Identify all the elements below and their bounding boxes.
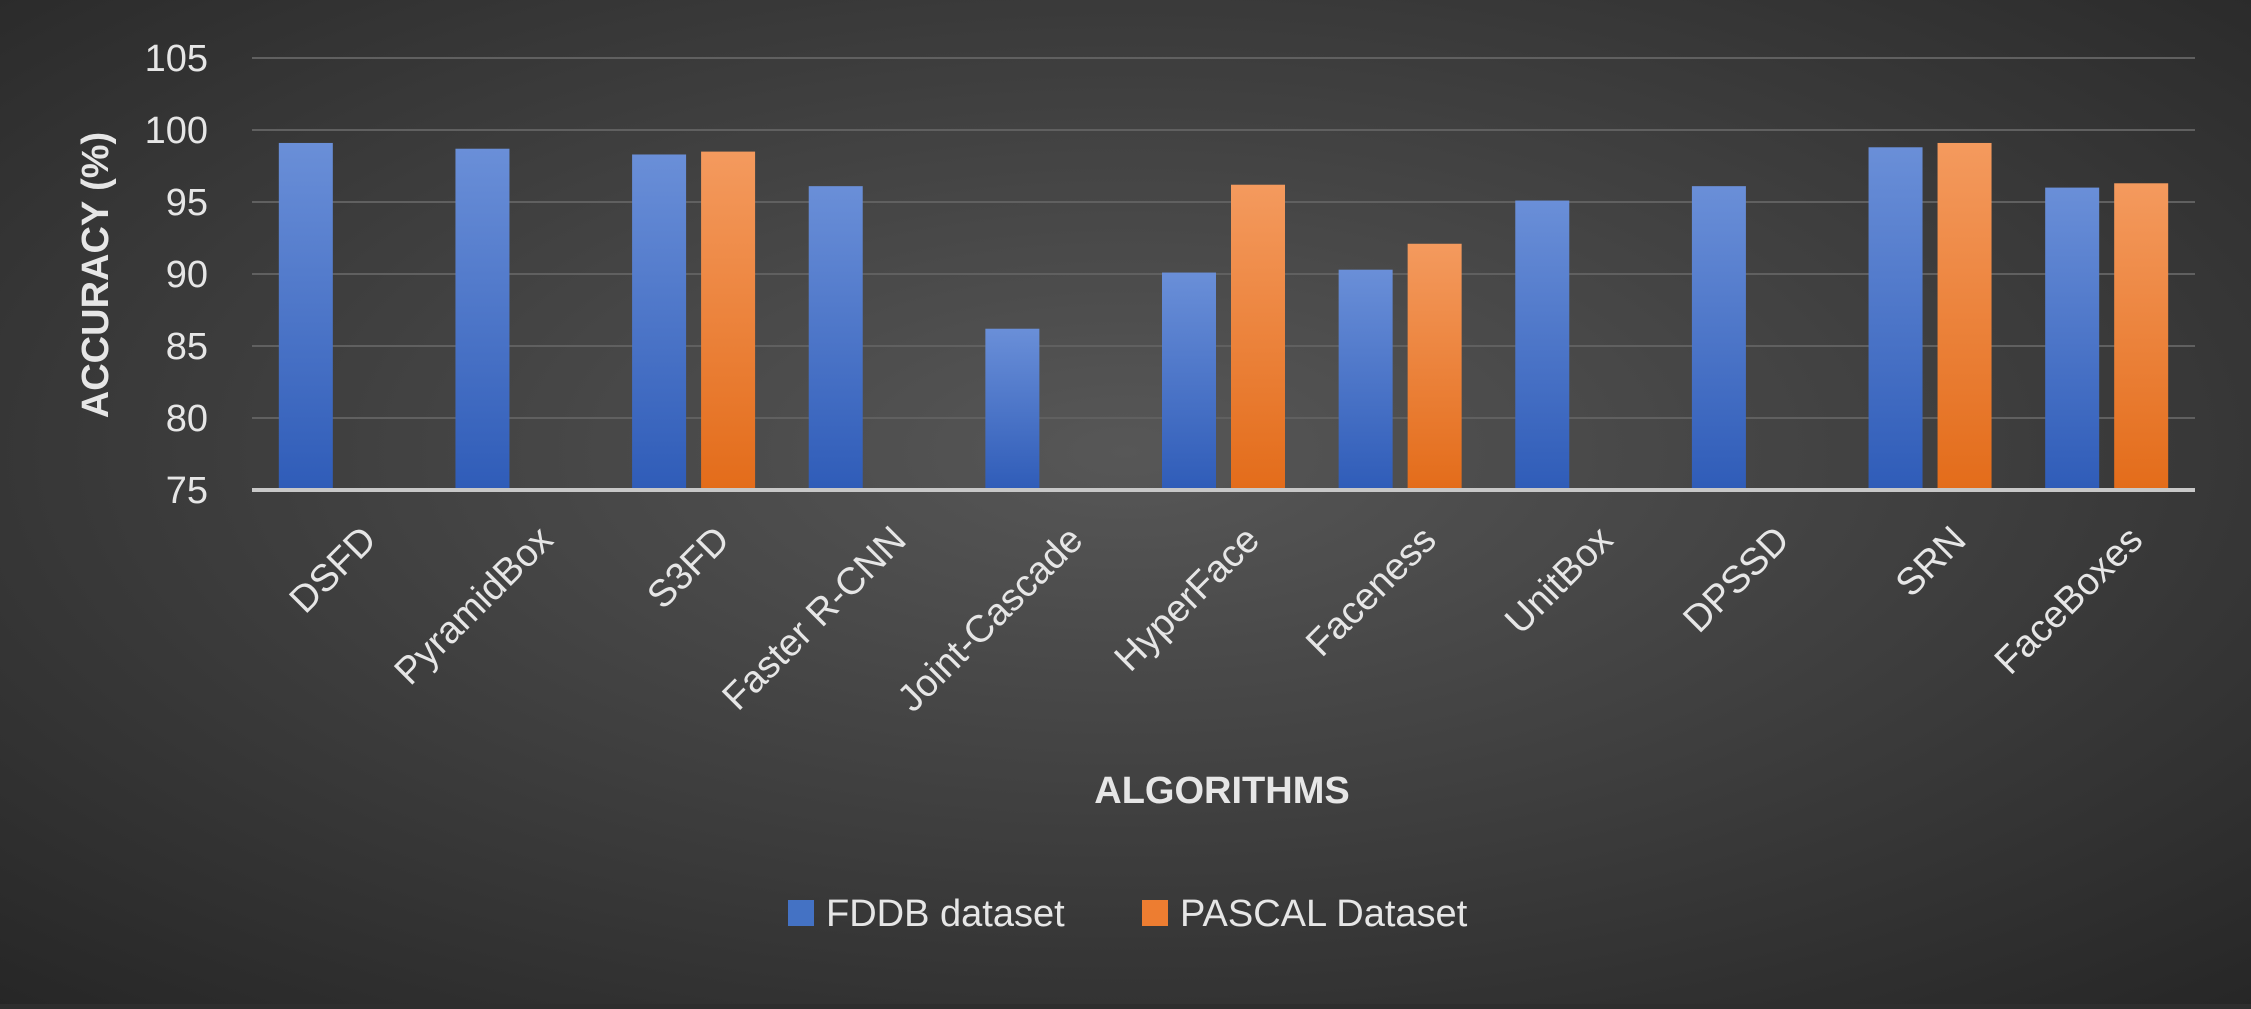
y-tick-label: 85 — [166, 326, 208, 368]
bar-fddb — [1338, 269, 1393, 490]
legend: FDDB dataset PASCAL Dataset — [788, 893, 1468, 935]
y-tick-label: 80 — [166, 398, 208, 440]
y-tick-label: 95 — [166, 182, 208, 224]
bar-fddb — [455, 148, 510, 490]
y-axis-title: ACCURACY (%) — [75, 132, 117, 418]
legend-swatch-fddb — [788, 900, 814, 926]
bar-fddb — [278, 142, 333, 490]
bar-fddb — [632, 154, 687, 491]
y-tick-label: 75 — [166, 470, 208, 512]
bar-pascal — [2114, 183, 2169, 490]
bar-pascal — [1231, 184, 1285, 490]
bar-fddb — [1162, 272, 1216, 490]
y-tick-label: 90 — [166, 254, 208, 296]
legend-label-fddb: FDDB dataset — [826, 893, 1065, 935]
bar-pascal — [701, 151, 756, 490]
bar-fddb — [1691, 186, 1746, 490]
bar-fddb — [1515, 200, 1570, 490]
legend-swatch-pascal — [1142, 900, 1168, 926]
bars — [278, 142, 2169, 491]
bar-fddb — [808, 186, 863, 490]
bar-fddb — [985, 328, 1040, 490]
bar-pascal — [1407, 243, 1462, 490]
gridlines — [252, 57, 2195, 419]
y-tick-label: 100 — [145, 110, 208, 152]
bar-fddb — [1868, 147, 1923, 490]
y-tick-label: 105 — [145, 38, 208, 80]
x-axis-title: ALGORITHMS — [1094, 770, 1349, 812]
legend-label-pascal: PASCAL Dataset — [1180, 893, 1468, 935]
bar-pascal — [1937, 142, 1992, 490]
bar-fddb — [2045, 187, 2100, 490]
